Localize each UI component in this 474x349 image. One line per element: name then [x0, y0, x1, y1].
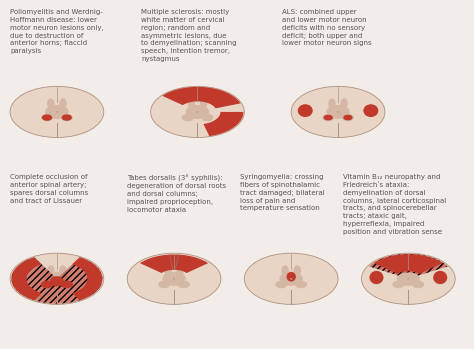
Text: Complete occlusion of
anterior spinal artery;
spares dorsal columns
and tract of: Complete occlusion of anterior spinal ar…: [10, 174, 88, 204]
Ellipse shape: [399, 265, 406, 276]
Text: Tabes dorsalis (3° syphilis):
degeneration of dorsal roots
and dorsal columns;
i: Tabes dorsalis (3° syphilis): degenerati…: [127, 174, 226, 213]
Ellipse shape: [188, 98, 195, 109]
Ellipse shape: [340, 98, 348, 109]
Ellipse shape: [47, 265, 55, 276]
Ellipse shape: [50, 276, 64, 287]
Ellipse shape: [42, 114, 52, 121]
Ellipse shape: [397, 272, 420, 286]
Ellipse shape: [47, 98, 55, 109]
Ellipse shape: [392, 281, 405, 288]
Ellipse shape: [244, 253, 338, 304]
Ellipse shape: [322, 114, 334, 121]
Ellipse shape: [298, 104, 313, 117]
Ellipse shape: [61, 281, 73, 288]
Ellipse shape: [41, 281, 53, 288]
Circle shape: [407, 278, 410, 280]
Ellipse shape: [201, 114, 213, 121]
Ellipse shape: [178, 281, 190, 288]
Ellipse shape: [158, 281, 170, 288]
Ellipse shape: [410, 265, 418, 276]
Ellipse shape: [45, 272, 69, 286]
Ellipse shape: [343, 115, 353, 120]
Ellipse shape: [127, 253, 221, 304]
Ellipse shape: [151, 86, 244, 138]
Circle shape: [56, 111, 58, 113]
Ellipse shape: [41, 114, 53, 121]
Ellipse shape: [433, 271, 447, 284]
Ellipse shape: [162, 272, 186, 286]
Circle shape: [56, 278, 58, 280]
Ellipse shape: [369, 271, 383, 284]
Ellipse shape: [176, 265, 184, 276]
Circle shape: [173, 278, 175, 280]
Ellipse shape: [59, 265, 67, 276]
Ellipse shape: [10, 86, 104, 138]
Ellipse shape: [412, 281, 424, 288]
Ellipse shape: [291, 86, 385, 138]
Text: ALS: combined upper
and lower motor neuron
deficits with no sensory
deficit; bot: ALS: combined upper and lower motor neur…: [282, 9, 372, 46]
Circle shape: [196, 111, 199, 113]
Ellipse shape: [295, 281, 307, 288]
Ellipse shape: [286, 272, 296, 282]
Ellipse shape: [342, 114, 354, 121]
Ellipse shape: [326, 105, 350, 119]
Ellipse shape: [45, 105, 69, 119]
Polygon shape: [374, 254, 443, 274]
Circle shape: [290, 278, 292, 280]
Ellipse shape: [61, 281, 73, 288]
Ellipse shape: [280, 272, 303, 286]
Text: Vitamin B₁₂ neuropathy and
Friedreichʼs ataxia:
demyelination of dorsal
columns,: Vitamin B₁₂ neuropathy and Friedreichʼs …: [343, 174, 446, 235]
Circle shape: [337, 111, 339, 113]
Polygon shape: [11, 257, 42, 300]
Polygon shape: [11, 257, 102, 304]
Ellipse shape: [41, 281, 53, 288]
Ellipse shape: [186, 105, 209, 119]
Ellipse shape: [293, 265, 301, 276]
Ellipse shape: [59, 98, 67, 109]
Ellipse shape: [200, 98, 207, 109]
Ellipse shape: [282, 265, 289, 276]
Text: Multiple sclerosis: mostly
white matter of cervical
region; random and
asymmetri: Multiple sclerosis: mostly white matter …: [141, 9, 237, 62]
Ellipse shape: [10, 253, 104, 304]
Polygon shape: [72, 257, 102, 300]
Ellipse shape: [182, 114, 194, 121]
Ellipse shape: [275, 281, 287, 288]
Ellipse shape: [62, 114, 72, 121]
Polygon shape: [203, 112, 244, 136]
Text: Poliomyelitis and Werdnig-
Hoffmann disease: lower
motor neuron lesions only,
du: Poliomyelitis and Werdnig- Hoffmann dise…: [10, 9, 104, 54]
Ellipse shape: [324, 115, 333, 120]
Text: Syringomyelia: crossing
fibers of spinothalamic
tract damaged; bilateral
loss of: Syringomyelia: crossing fibers of spinot…: [240, 174, 324, 211]
Ellipse shape: [328, 98, 336, 109]
Polygon shape: [140, 254, 208, 273]
Ellipse shape: [164, 265, 172, 276]
Ellipse shape: [362, 253, 455, 304]
Polygon shape: [369, 254, 447, 276]
Ellipse shape: [61, 114, 73, 121]
Ellipse shape: [364, 104, 378, 117]
Polygon shape: [162, 87, 241, 108]
